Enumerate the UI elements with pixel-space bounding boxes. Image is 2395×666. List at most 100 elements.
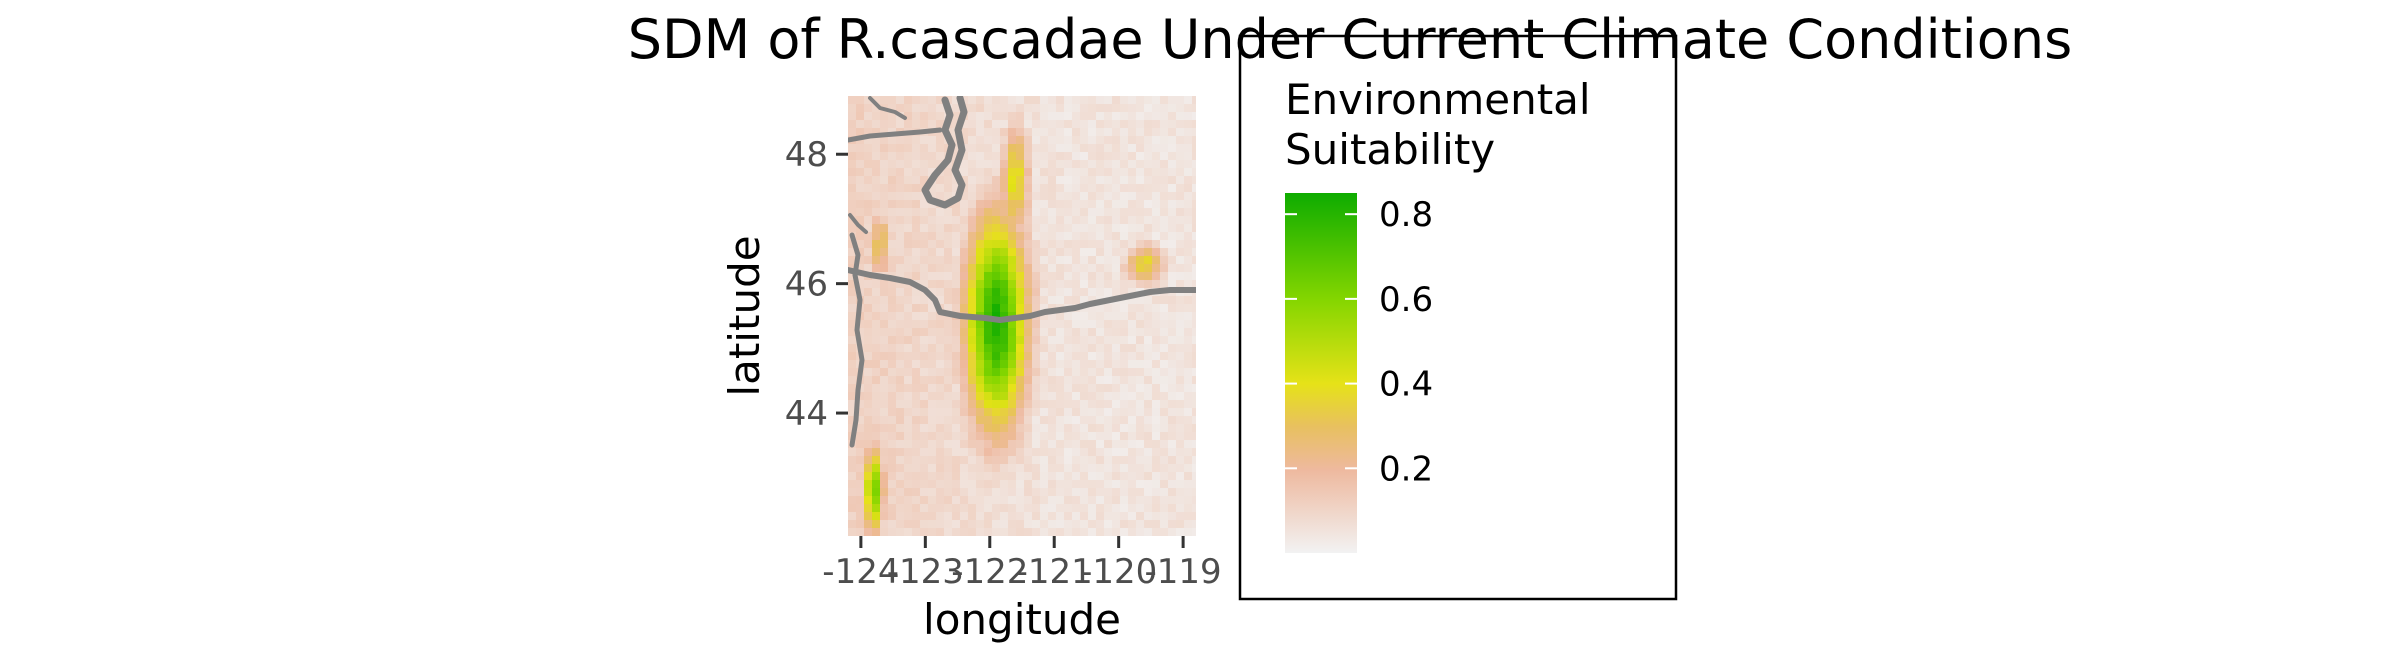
raster-cell	[1176, 176, 1185, 185]
raster-cell	[1088, 160, 1097, 169]
raster-cell	[848, 128, 857, 137]
raster-cell	[960, 328, 969, 337]
raster-cell	[1160, 240, 1169, 249]
raster-cell	[1088, 360, 1097, 369]
raster-cell	[1088, 200, 1097, 209]
raster-cell	[1168, 336, 1177, 345]
raster-cell	[1064, 504, 1073, 513]
raster-cell	[856, 408, 865, 417]
raster-cell	[1192, 336, 1196, 345]
raster-cell	[848, 248, 857, 257]
raster-cell	[856, 400, 865, 409]
raster-cell	[1128, 168, 1137, 177]
raster-cell	[912, 144, 921, 153]
raster-cell	[1128, 520, 1137, 529]
raster-cell	[1000, 472, 1009, 481]
raster-cell	[912, 176, 921, 185]
raster-cell	[1176, 520, 1185, 529]
raster-cell	[976, 136, 985, 145]
raster-cell	[1120, 424, 1129, 433]
raster-cell	[1136, 272, 1145, 281]
raster-cell	[1168, 280, 1177, 289]
raster-cell	[896, 392, 905, 401]
raster-cell	[1192, 272, 1196, 281]
raster-cell	[1120, 328, 1129, 337]
raster-cell	[1152, 96, 1161, 105]
raster-cell	[1000, 112, 1009, 121]
raster-cell	[936, 312, 945, 321]
raster-cell	[976, 152, 985, 161]
raster-cell	[1048, 184, 1057, 193]
raster-cell	[856, 496, 865, 505]
raster-cell	[1024, 416, 1033, 425]
raster-cell	[1160, 104, 1169, 113]
raster-cell	[856, 208, 865, 217]
raster-cell	[1112, 248, 1121, 257]
raster-cell	[968, 248, 977, 257]
raster-cell	[1064, 432, 1073, 441]
raster-cell	[904, 328, 913, 337]
raster-cell	[992, 456, 1001, 465]
raster-cell	[864, 344, 873, 353]
raster-cell	[872, 480, 881, 489]
raster-cell	[896, 320, 905, 329]
raster-cell	[1128, 104, 1137, 113]
raster-cell	[848, 392, 857, 401]
raster-cell	[1024, 176, 1033, 185]
raster-cell	[992, 128, 1001, 137]
raster-cell	[1056, 400, 1065, 409]
raster-cell	[952, 384, 961, 393]
raster-cell	[888, 328, 897, 337]
raster-cell	[928, 480, 937, 489]
raster-cell	[1016, 472, 1025, 481]
raster-cell	[1080, 488, 1089, 497]
raster-cell	[1032, 192, 1041, 201]
raster-cell	[1080, 200, 1089, 209]
raster-cell	[1056, 520, 1065, 529]
raster-cell	[1024, 400, 1033, 409]
raster-cell	[1008, 200, 1017, 209]
raster-cell	[1136, 376, 1145, 385]
raster-cell	[1032, 376, 1041, 385]
raster-cell	[888, 232, 897, 241]
raster-cell	[1144, 472, 1153, 481]
raster-cell	[1104, 120, 1113, 129]
raster-cell	[1168, 304, 1177, 313]
raster-cell	[960, 520, 969, 529]
raster-cell	[1032, 496, 1041, 505]
raster-cell	[1056, 184, 1065, 193]
raster-cell	[1120, 280, 1129, 289]
raster-cell	[1072, 104, 1081, 113]
raster-cell	[992, 520, 1001, 529]
raster-cell	[1008, 272, 1017, 281]
raster-cell	[1080, 504, 1089, 513]
raster-cell	[912, 264, 921, 273]
raster-cell	[1176, 120, 1185, 129]
raster-cell	[1040, 440, 1049, 449]
raster-cell	[1000, 264, 1009, 273]
raster-cell	[912, 136, 921, 145]
puget-sound-outline	[921, 96, 968, 209]
raster-cell	[1024, 440, 1033, 449]
raster-cell	[960, 472, 969, 481]
raster-cell	[984, 472, 993, 481]
raster-cell	[1168, 144, 1177, 153]
raster-cell	[1120, 384, 1129, 393]
chart-title: SDM of R.cascadae Under Current Climate …	[628, 8, 2072, 71]
raster-cell	[960, 232, 969, 241]
raster-cell	[1112, 320, 1121, 329]
raster-cell	[1032, 264, 1041, 273]
raster-cell	[1008, 280, 1017, 289]
raster-cell	[1032, 408, 1041, 417]
raster-cell	[1064, 472, 1073, 481]
raster-cell	[1152, 256, 1161, 265]
raster-cell	[1176, 160, 1185, 169]
raster-cell	[1080, 120, 1089, 129]
raster-cell	[1032, 136, 1041, 145]
raster-cell	[1096, 280, 1105, 289]
raster-cell	[1024, 216, 1033, 225]
raster-cell	[928, 424, 937, 433]
raster-cell	[1120, 128, 1129, 137]
raster-cell	[1056, 488, 1065, 497]
raster-cell	[1192, 224, 1196, 233]
